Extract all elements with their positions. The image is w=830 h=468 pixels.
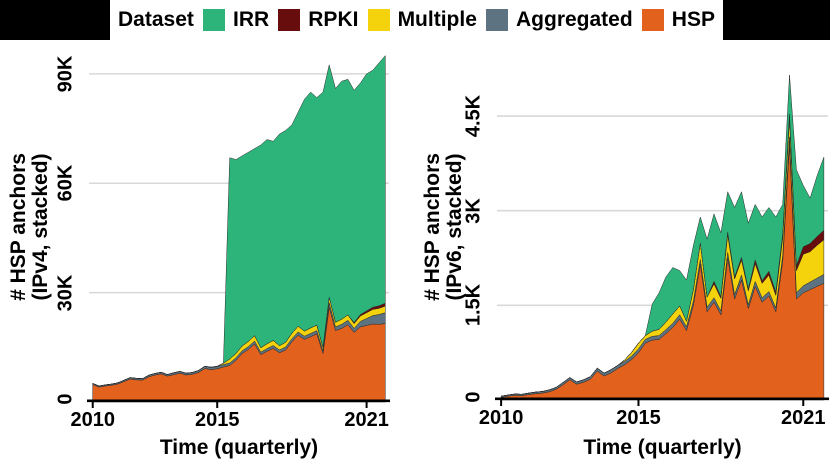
legend-label-hsp: HSP <box>671 8 715 31</box>
x-tick-label-2015: 2015 <box>616 407 661 429</box>
y-axis-title-ipv4-line1: # HSP anchors <box>7 153 30 301</box>
y-axis-title-ipv6: # HSP anchors (IPv6, stacked) <box>421 153 466 301</box>
y-axis-title-ipv6-line1: # HSP anchors <box>421 153 444 301</box>
x-tick-label-2021: 2021 <box>781 407 826 429</box>
y-tick-label-0: 0 <box>54 393 77 405</box>
area-multiple <box>92 296 386 387</box>
legend-item-hsp: HSP <box>641 8 715 32</box>
legend-swatch-rpki <box>278 9 301 31</box>
x-tick-label-2015: 2015 <box>194 409 240 431</box>
legend-label-aggregated: Aggregated <box>516 8 633 31</box>
legend-item-rpki: RPKI <box>278 8 358 32</box>
area-hsp <box>92 306 386 403</box>
x-tick-label-2010: 2010 <box>70 409 115 431</box>
area-irr <box>92 55 386 387</box>
area-hsp <box>500 144 825 401</box>
y-axis-title-ipv4: # HSP anchors (IPv4, stacked) <box>7 153 52 301</box>
legend-swatch-hsp <box>641 9 664 31</box>
area-irr <box>500 74 825 397</box>
legend-item-irr: IRR <box>202 8 270 32</box>
x-tick-label-2021: 2021 <box>344 409 389 431</box>
top-left-black-bar <box>0 0 110 40</box>
chart-legend: Dataset IRR RPKI Multiple Aggregated HSP <box>110 0 723 40</box>
legend-swatch-irr <box>202 9 225 31</box>
x-tick-label-2010: 2010 <box>478 407 524 429</box>
y-tick-label-0: 0 <box>462 391 485 403</box>
legend-item-multiple: Multiple <box>367 8 477 32</box>
legend-label-irr: IRR <box>232 8 270 31</box>
stacked-area-chart-ipv6 <box>495 74 829 406</box>
y-tick-label-30K: 30K <box>54 274 77 311</box>
x-axis-title-ipv6: Time (quarterly) <box>583 436 742 459</box>
legend-item-aggregated: Aggregated <box>486 8 633 32</box>
x-axis-title-ipv4: Time (quarterly) <box>159 436 319 459</box>
legend-swatch-aggregated <box>486 9 508 31</box>
stacked-area-chart-ipv4 <box>87 55 390 408</box>
y-tick-label-60K: 60K <box>54 164 77 202</box>
area-multiple <box>500 117 825 397</box>
area-rpki <box>92 296 386 387</box>
legend-label-multiple: Multiple <box>397 8 477 31</box>
y-tick-label-1.5K: 1.5K <box>462 284 485 327</box>
legend-title: Dataset <box>118 8 194 31</box>
y-axis-title-ipv4-line2: (IPv4, stacked) <box>29 153 52 301</box>
y-tick-label-3K: 3K <box>462 197 485 224</box>
area-aggregated <box>92 302 386 388</box>
area-rpki <box>500 113 825 397</box>
y-tick-label-4.5K: 4.5K <box>462 94 485 138</box>
legend-label-rpki: RPKI <box>308 8 359 31</box>
legend-swatch-multiple <box>367 9 390 31</box>
y-axis-title-ipv6-line2: (IPv6, stacked) <box>443 153 466 301</box>
top-right-black-bar <box>723 0 830 40</box>
area-aggregated <box>500 136 825 398</box>
y-tick-label-90K: 90K <box>54 55 77 93</box>
